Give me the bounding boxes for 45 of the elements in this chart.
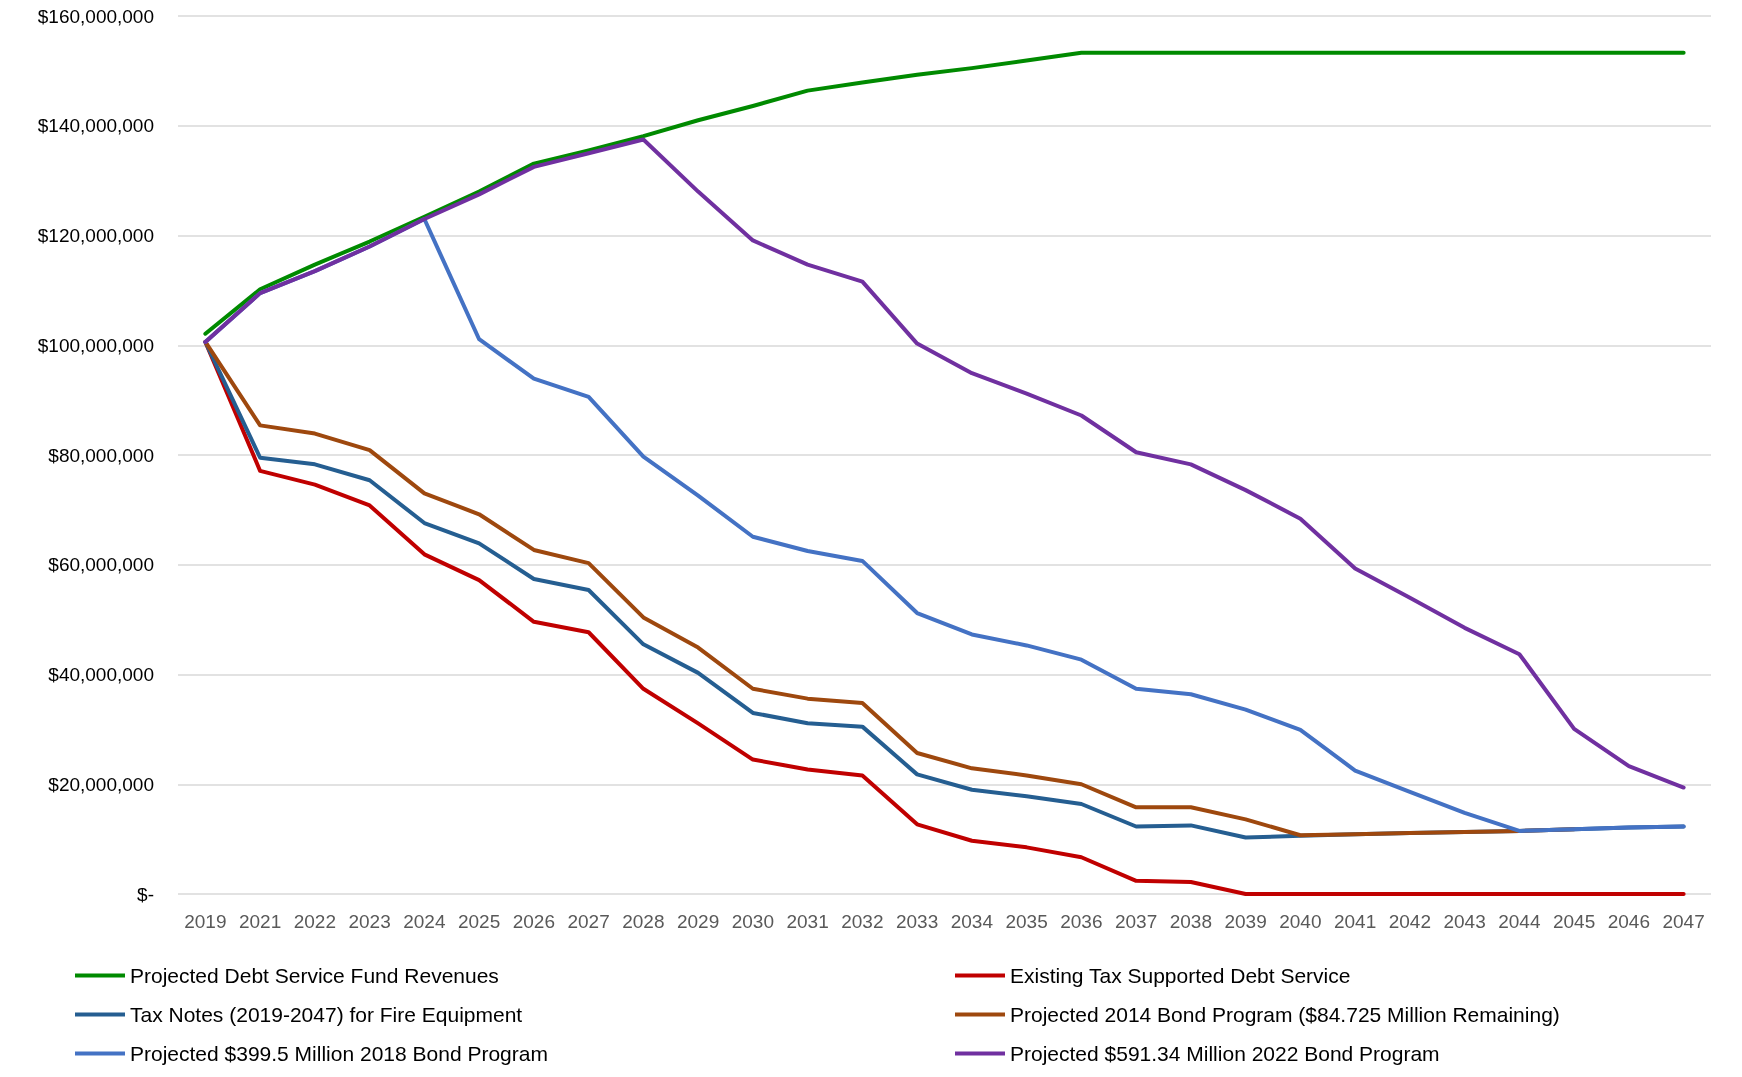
x-tick-label: 2022 <box>293 911 337 932</box>
x-tick-label: 2041 <box>1333 911 1377 932</box>
x-tick-label: 2029 <box>676 911 720 932</box>
legend-label: Projected Debt Service Fund Revenues <box>130 964 499 987</box>
y-tick-label: $160,000,000 <box>37 5 154 27</box>
x-tick-label: 2030 <box>731 911 775 932</box>
x-tick-label: 2026 <box>512 911 556 932</box>
x-tick-label: 2035 <box>1005 911 1048 932</box>
x-tick-label: 2044 <box>1498 911 1541 932</box>
x-tick-label: 2031 <box>786 911 829 932</box>
line-series <box>203 137 1686 790</box>
x-tick-label: 2043 <box>1443 911 1486 932</box>
x-tick-label: 2023 <box>348 911 391 932</box>
x-tick-label: 2032 <box>841 911 884 932</box>
y-tick-label: $120,000,000 <box>37 225 154 246</box>
x-tick-label: 2024 <box>403 911 446 932</box>
x-tick-label: 2034 <box>950 911 994 932</box>
x-tick-label: 2047 <box>1662 911 1705 932</box>
x-tick-label: 2046 <box>1607 911 1651 932</box>
x-tick-label: 2036 <box>1060 911 1103 932</box>
y-tick-label: $- <box>137 883 154 905</box>
x-tick-label: 2021 <box>238 911 282 932</box>
x-tick-label: 2042 <box>1388 911 1432 932</box>
y-tick-label: $80,000,000 <box>48 444 154 466</box>
y-tick-label: $140,000,000 <box>37 115 154 137</box>
y-tick-label: $60,000,000 <box>48 554 154 576</box>
legend-label: Projected 2014 Bond Program ($84.725 Million Remaining) <box>1010 1003 1560 1026</box>
x-tick-label: 2027 <box>567 911 610 932</box>
x-tick-label: 2025 <box>457 911 501 932</box>
x-tick-label: 2040 <box>1279 911 1322 932</box>
legend-label: Projected $399.5 Million 2018 Bond Program <box>130 1042 548 1065</box>
y-tick-label: $40,000,000 <box>48 664 154 685</box>
line-series <box>203 50 1686 336</box>
y-tick-label: $100,000,000 <box>37 334 154 356</box>
legend-label: Tax Notes (2019-2047) for Fire Equipment <box>130 1003 523 1026</box>
x-tick-label: 2037 <box>1114 911 1158 932</box>
x-tick-label: 2039 <box>1224 911 1267 932</box>
y-tick-label: $20,000,000 <box>48 773 154 795</box>
x-tick-label: 2045 <box>1552 911 1596 932</box>
x-tick-label: 2033 <box>895 911 939 932</box>
x-tick-label: 2028 <box>622 911 665 932</box>
legend-label: Existing Tax Supported Debt Service <box>1010 964 1351 987</box>
x-tick-label: 2038 <box>1169 911 1213 932</box>
legend-label: Projected $591.34 Million 2022 Bond Program <box>1010 1042 1440 1065</box>
x-tick-label: 2019 <box>184 911 227 932</box>
